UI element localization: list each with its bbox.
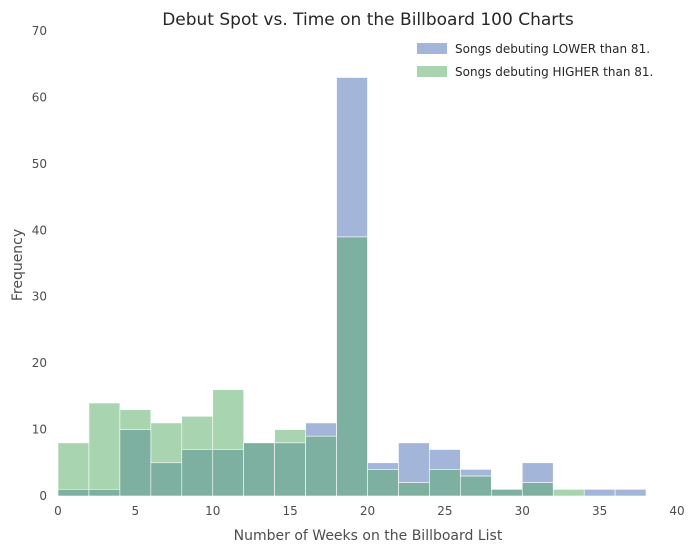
bar-overlap bbox=[398, 482, 430, 497]
x-axis-ticks: 0 5 10 15 20 25 30 35 40 bbox=[54, 504, 684, 518]
bar-overlap bbox=[119, 429, 152, 497]
bars-overlap bbox=[57, 236, 554, 497]
x-tick-label: 30 bbox=[515, 504, 530, 518]
x-tick-label: 15 bbox=[282, 504, 297, 518]
y-tick-label: 30 bbox=[32, 290, 47, 304]
bar-overlap bbox=[212, 449, 245, 497]
bar-overlap bbox=[181, 449, 214, 497]
y-tick-label: 0 bbox=[39, 489, 47, 503]
bar-lower bbox=[583, 489, 616, 497]
bar-overlap bbox=[88, 489, 121, 497]
x-tick-label: 10 bbox=[205, 504, 220, 518]
bar-lower bbox=[614, 489, 647, 497]
x-axis-label: Number of Weeks on the Billboard List bbox=[234, 528, 503, 544]
y-axis-ticks: 0 10 20 30 40 50 60 70 bbox=[32, 24, 47, 503]
y-tick-label: 60 bbox=[32, 90, 47, 104]
y-tick-label: 10 bbox=[32, 423, 47, 437]
bar-higher bbox=[552, 489, 585, 497]
bar-overlap bbox=[367, 469, 399, 497]
y-tick-label: 50 bbox=[32, 157, 47, 171]
bar-overlap bbox=[429, 469, 461, 497]
y-tick-label: 40 bbox=[32, 223, 47, 237]
bar-overlap bbox=[243, 442, 275, 497]
bar-overlap bbox=[150, 462, 183, 497]
bar-higher bbox=[57, 442, 90, 497]
y-tick-label: 70 bbox=[32, 24, 47, 38]
legend-swatch-lower bbox=[417, 43, 447, 54]
y-axis-label: Frequency bbox=[10, 229, 26, 301]
legend-swatch-higher bbox=[417, 66, 447, 77]
x-tick-label: 0 bbox=[54, 504, 62, 518]
legend-label-higher: Songs debuting HIGHER than 81. bbox=[455, 65, 653, 79]
x-tick-label: 35 bbox=[592, 504, 607, 518]
x-tick-label: 5 bbox=[132, 504, 140, 518]
bar-overlap bbox=[521, 482, 554, 497]
x-tick-label: 40 bbox=[669, 504, 684, 518]
legend-label-lower: Songs debuting LOWER than 81. bbox=[455, 42, 650, 56]
x-tick-label: 25 bbox=[437, 504, 452, 518]
bar-overlap bbox=[305, 435, 337, 497]
bar-overlap bbox=[336, 236, 368, 497]
bar-overlap bbox=[460, 475, 492, 497]
bar-overlap bbox=[490, 489, 523, 497]
chart-title: Debut Spot vs. Time on the Billboard 100… bbox=[162, 10, 574, 30]
bar-higher bbox=[88, 402, 121, 497]
bar-overlap bbox=[57, 489, 90, 497]
x-tick-label: 20 bbox=[360, 504, 375, 518]
y-tick-label: 20 bbox=[32, 356, 47, 370]
bar-overlap bbox=[274, 442, 306, 497]
legend: Songs debuting LOWER than 81. Songs debu… bbox=[417, 42, 653, 79]
